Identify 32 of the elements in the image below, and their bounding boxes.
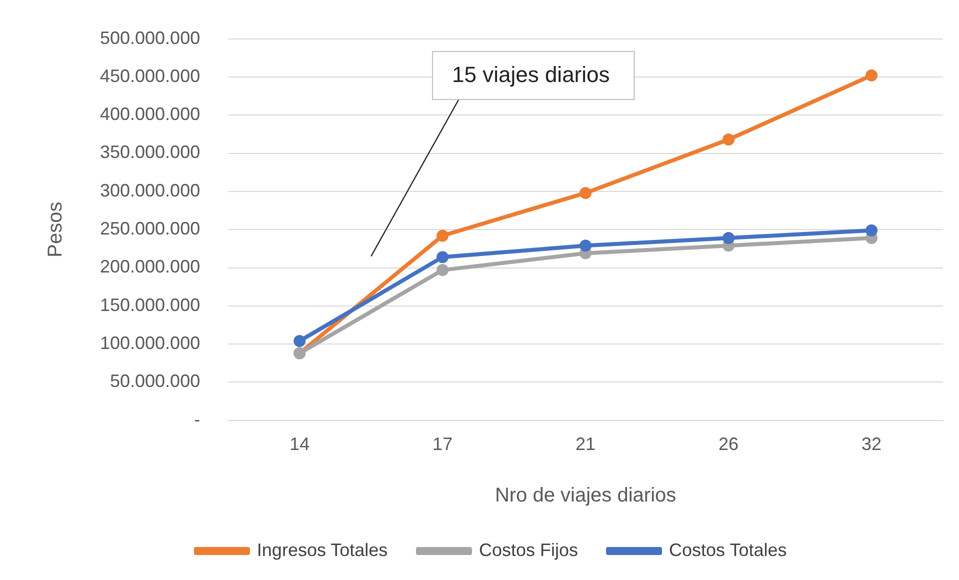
annotation: 15 viajes diarios [452,62,610,88]
legend-label: Costos Totales [669,540,787,560]
point [722,134,735,146]
y-tick-label: 450.000.000 [100,66,200,86]
y-tick-label: 300.000.000 [100,180,200,200]
y-tick-label: 400.000.000 [100,104,200,124]
x-tick-label: 14 [290,434,310,454]
y-axis-title: Pesos [44,202,67,258]
y-tick-label: 50.000.000 [110,371,200,392]
point [580,240,592,252]
x-tick-label: 32 [861,434,882,454]
x-axis-title: Nro de viajes diarios [494,484,676,507]
x-tick-label: 17 [432,434,453,454]
y-tick-label: - [194,409,200,430]
y-tick-label: 150.000.000 [100,294,200,315]
y-tick-label: 350.000.000 [100,142,200,162]
legend-label: Ingresos Totales [256,540,388,560]
point [294,335,306,348]
point [866,224,878,236]
point [580,186,592,199]
y-tick-label: 200.000.000 [100,256,200,277]
y-tick-label: 100.000.000 [100,333,200,354]
x-tick-label: 21 [576,434,596,454]
point [436,264,449,276]
point [722,232,735,244]
point [436,230,449,242]
point [436,251,449,264]
point [866,69,878,82]
y-tick-label: 250.000.000 [100,218,200,239]
legend-label: Costos Fijos [478,540,578,560]
y-tick-label: 500.000.000 [100,28,200,48]
x-tick-label: 26 [718,434,739,454]
